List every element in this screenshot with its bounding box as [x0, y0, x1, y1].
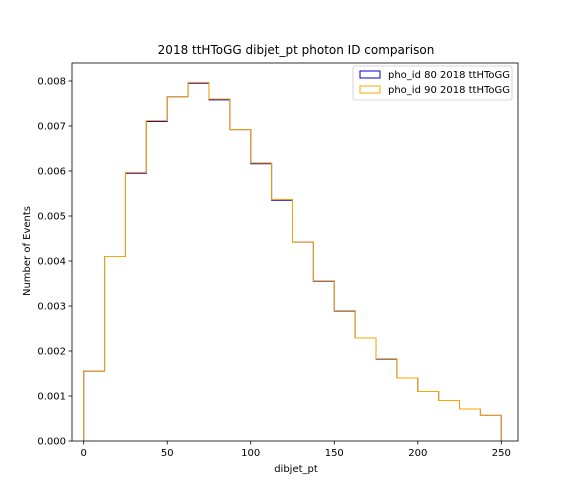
x-tick-label: 0	[81, 448, 87, 459]
x-tick-label: 250	[492, 448, 511, 459]
chart-title: 2018 ttHToGG dibjet_pt photon ID compari…	[158, 43, 435, 57]
y-tick-label: 0.004	[37, 257, 66, 268]
y-tick-label: 0.006	[37, 167, 66, 178]
x-axis-label: dibjet_pt	[274, 464, 318, 475]
y-tick-label: 0.001	[37, 392, 66, 403]
x-tick-label: 100	[241, 448, 260, 459]
y-tick-label: 0.003	[37, 302, 66, 313]
x-tick-label: 200	[408, 448, 427, 459]
axes-frame	[71, 62, 519, 442]
x-tick-label: 50	[161, 448, 174, 459]
y-tick-label: 0.007	[37, 122, 66, 133]
x-axis: 0 50 100 150 200 250	[81, 441, 511, 459]
y-axis-label: Number of Events	[22, 206, 33, 296]
y-tick-label: 0.005	[37, 212, 66, 223]
y-tick-label: 0.000	[37, 437, 66, 448]
y-tick-label: 0.002	[37, 347, 66, 358]
y-tick-label: 0.008	[37, 77, 66, 88]
series-step-line-2	[83, 81, 502, 441]
y-axis: 0.000 0.001 0.002 0.003 0.004 0.005 0.006 0.007…	[37, 77, 72, 448]
legend: pho_id 80 2018 ttHToGG pho_id 90 2018 ttH…	[352, 65, 513, 101]
legend-swatch-1	[359, 70, 381, 79]
legend-box	[352, 65, 513, 101]
x-tick-label: 150	[325, 448, 344, 459]
legend-label-1: pho_id 80 2018 ttHToGG	[388, 70, 510, 81]
legend-swatch-2	[359, 85, 381, 94]
plot-area	[83, 81, 502, 441]
legend-label-2: pho_id 90 2018 ttHToGG	[388, 85, 510, 96]
